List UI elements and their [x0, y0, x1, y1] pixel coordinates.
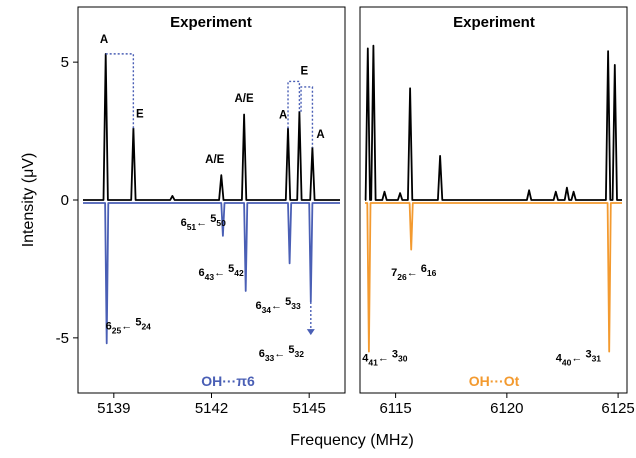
quantum-subscript: 31 [592, 353, 602, 363]
transition-label: 651← 550 [181, 213, 227, 232]
quantum-number: 6 [198, 267, 204, 279]
quantum-number: 6 [255, 300, 261, 312]
quantum-subscript: 34 [262, 305, 272, 315]
quantum-number: ← [571, 352, 585, 364]
x-tick-label: 5145 [292, 400, 325, 417]
quantum-number: ← [196, 217, 210, 229]
y-tick-label: 0 [61, 192, 69, 209]
quantum-subscript: 43 [205, 272, 215, 282]
splitting-bracket [287, 80, 301, 129]
quantum-subscript: 33 [291, 301, 301, 311]
quantum-number: 6 [181, 217, 187, 229]
x-tick-label: 5139 [97, 400, 130, 417]
arrow-head-icon [306, 329, 315, 336]
quantum-number: ← [378, 352, 392, 364]
quantum-number: 5 [210, 213, 216, 225]
quantum-subscript: 16 [427, 268, 437, 278]
transition-label: 625← 524 [106, 317, 152, 336]
quantum-number: ← [121, 321, 135, 333]
quantum-subscript: 33 [265, 353, 275, 363]
x-tick-label: 6125 [601, 400, 634, 417]
transition-label: 726← 616 [391, 263, 437, 282]
quantum-number: ← [271, 300, 285, 312]
quantum-number: 3 [392, 348, 398, 360]
quantum-number: 5 [228, 263, 234, 275]
quantum-number: 4 [556, 352, 563, 364]
quantum-subscript: 51 [187, 222, 197, 232]
x-tick-label: 6120 [490, 400, 523, 417]
peak-label: A/E [234, 93, 254, 105]
y-axis-label: Intensity (μV) [20, 153, 37, 248]
quantum-number: ← [407, 267, 421, 279]
splitting-bracket [300, 86, 314, 148]
quantum-subscript: 25 [112, 326, 122, 336]
peak-label: E [300, 66, 308, 78]
simulation-trace [83, 202, 340, 345]
peak-label: A [279, 110, 287, 122]
right-panel-frame [359, 6, 628, 394]
quantum-subscript: 40 [562, 357, 572, 367]
peak-label: A [100, 34, 108, 46]
transition-label: 633← 532 [259, 344, 305, 363]
quantum-number: 5 [288, 344, 294, 356]
quantum-subscript: 42 [234, 268, 244, 278]
quantum-number: 5 [135, 317, 141, 329]
experiment-trace [83, 53, 340, 201]
quantum-subscript: 50 [216, 218, 226, 228]
x-tick-label: 5142 [195, 400, 228, 417]
transition-label: 441← 330 [362, 348, 408, 367]
left-panel-title: Experiment [170, 14, 252, 31]
quantum-number: ← [274, 348, 288, 360]
simulation-trace [365, 202, 622, 353]
y-tick-label: -5 [56, 330, 69, 347]
quantum-number: 6 [106, 321, 112, 333]
transition-label: 643← 542 [198, 263, 244, 282]
quantum-subscript: 30 [398, 353, 408, 363]
peak-label: A [316, 129, 324, 141]
quantum-subscript: 32 [294, 349, 304, 359]
splitting-bracket [105, 53, 135, 129]
quantum-subscript: 24 [141, 322, 151, 332]
peak-label: A/E [205, 154, 225, 166]
quantum-number: 3 [585, 348, 591, 360]
quantum-number: 7 [391, 267, 397, 279]
quantum-number: 6 [421, 263, 427, 275]
right-panel-title: Experiment [453, 14, 535, 31]
peak-label: E [136, 108, 144, 120]
quantum-subscript: 41 [368, 357, 378, 367]
quantum-number: ← [214, 267, 228, 279]
left-legend-label: OH···π6 [201, 373, 255, 389]
right-legend-label: OH···Ot [469, 373, 520, 389]
quantum-subscript: 26 [397, 272, 407, 282]
quantum-number: 5 [285, 296, 291, 308]
quantum-number: 4 [362, 352, 369, 364]
x-axis-label: Frequency (MHz) [290, 432, 414, 449]
x-tick-label: 6115 [379, 400, 411, 417]
experiment-trace [364, 44, 622, 201]
y-tick-label: 5 [61, 54, 69, 71]
transition-label: 440← 331 [556, 348, 602, 367]
quantum-number: 6 [259, 348, 265, 360]
transition-label: 634← 533 [255, 296, 301, 315]
